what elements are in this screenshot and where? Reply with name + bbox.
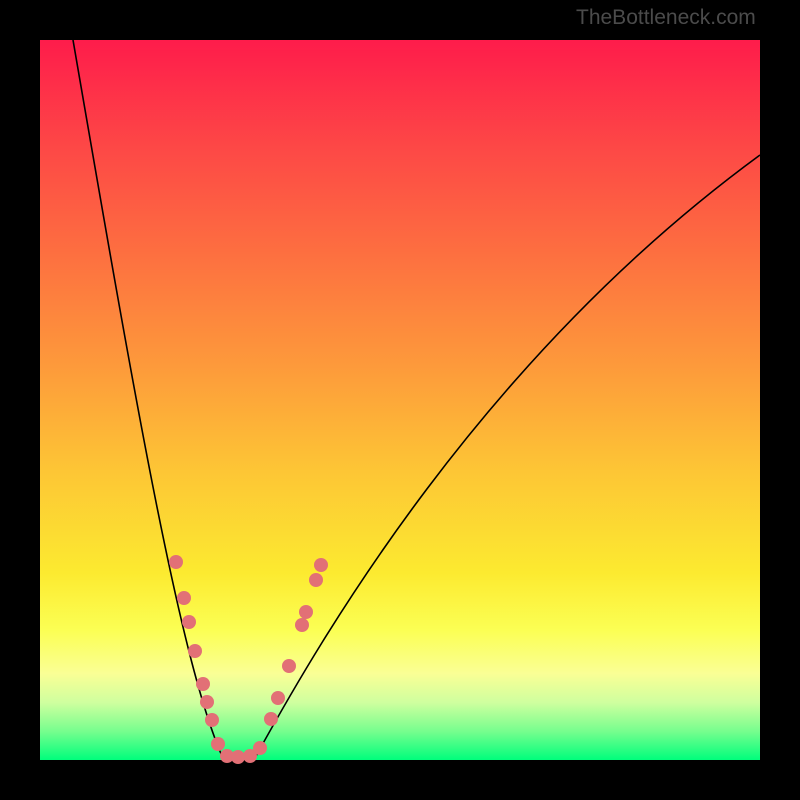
watermark-text: TheBottleneck.com bbox=[576, 6, 756, 30]
bottleneck-chart bbox=[0, 0, 800, 800]
data-marker bbox=[188, 644, 202, 658]
data-marker bbox=[282, 659, 296, 673]
data-marker bbox=[169, 555, 183, 569]
data-marker bbox=[205, 713, 219, 727]
data-marker bbox=[299, 605, 313, 619]
data-marker bbox=[253, 741, 267, 755]
data-marker bbox=[271, 691, 285, 705]
data-marker bbox=[196, 677, 210, 691]
data-marker bbox=[200, 695, 214, 709]
data-marker bbox=[264, 712, 278, 726]
data-marker bbox=[211, 737, 225, 751]
data-marker bbox=[314, 558, 328, 572]
data-marker bbox=[309, 573, 323, 587]
data-marker bbox=[182, 615, 196, 629]
chart-stage: TheBottleneck.com bbox=[0, 0, 800, 800]
data-marker bbox=[295, 618, 309, 632]
data-marker bbox=[231, 750, 245, 764]
plot-background bbox=[40, 40, 760, 760]
data-marker bbox=[177, 591, 191, 605]
